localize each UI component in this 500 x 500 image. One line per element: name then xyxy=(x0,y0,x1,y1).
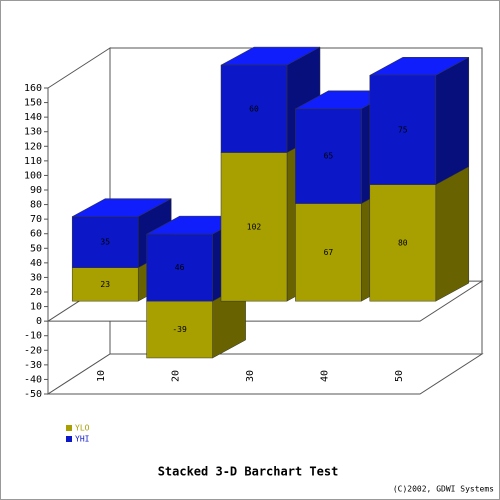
data-label: 80 xyxy=(398,238,408,247)
y-tick-label: -40 xyxy=(24,374,42,385)
data-label: 60 xyxy=(249,104,259,113)
data-label: 65 xyxy=(324,152,334,161)
legend-label: YHI xyxy=(75,435,90,444)
bar-side xyxy=(435,166,470,302)
bar xyxy=(295,203,362,302)
y-tick-label: 90 xyxy=(30,185,42,196)
y-tick-label: 0 xyxy=(36,316,42,327)
y-tick-label: 100 xyxy=(24,170,42,181)
data-label: -39 xyxy=(172,325,187,334)
x-tick-label: 50 xyxy=(394,370,405,382)
legend-swatch xyxy=(66,425,72,431)
bar xyxy=(220,64,288,153)
bar xyxy=(369,184,437,302)
data-label: 23 xyxy=(100,280,110,289)
bar xyxy=(146,233,213,302)
x-tick-label: 20 xyxy=(171,370,182,382)
data-label: 35 xyxy=(100,238,110,247)
y-tick-label: 150 xyxy=(24,98,42,109)
y-tick-label: 120 xyxy=(24,141,42,152)
y-tick-label: 140 xyxy=(24,112,42,123)
y-tick-label: 80 xyxy=(30,200,42,211)
bar-side xyxy=(435,56,470,185)
data-label: 75 xyxy=(398,125,408,134)
y-tick-label: -10 xyxy=(24,331,42,342)
y-tick-label: 70 xyxy=(30,214,42,225)
y-tick-label: 60 xyxy=(30,229,42,240)
y-tick-label: 30 xyxy=(30,272,42,283)
data-label: 102 xyxy=(247,222,262,231)
y-tick-label: 50 xyxy=(30,243,42,254)
y-tick-label: -50 xyxy=(24,389,42,400)
legend-swatch xyxy=(66,436,72,442)
y-tick-label: 20 xyxy=(30,287,42,298)
floor xyxy=(46,353,484,395)
data-label: 46 xyxy=(175,263,185,272)
bar xyxy=(220,152,288,302)
bar xyxy=(295,108,362,204)
credit: (C)2002, GDWI Systems xyxy=(393,485,494,494)
x-tick-label: 40 xyxy=(319,370,330,382)
y-tick-label: -30 xyxy=(24,360,42,371)
bar xyxy=(71,267,139,302)
data-label: 67 xyxy=(324,248,334,257)
y-tick-label: 40 xyxy=(30,258,42,269)
bar xyxy=(71,216,139,268)
y-tick-label: -20 xyxy=(24,345,42,356)
chart-title: Stacked 3-D Barchart Test xyxy=(158,465,339,479)
x-tick-label: 10 xyxy=(96,370,107,382)
y-tick-label: 110 xyxy=(24,156,42,167)
bars: 23 35 -39 46 102 60 67 65 80 75 xyxy=(71,46,470,359)
x-tick-label: 30 xyxy=(245,370,256,382)
y-tick-label: 130 xyxy=(24,127,42,138)
legend-label: YLO xyxy=(75,424,90,433)
bar xyxy=(369,75,437,185)
y-tick-label: 160 xyxy=(24,83,42,94)
y-tick-label: 10 xyxy=(30,302,42,313)
